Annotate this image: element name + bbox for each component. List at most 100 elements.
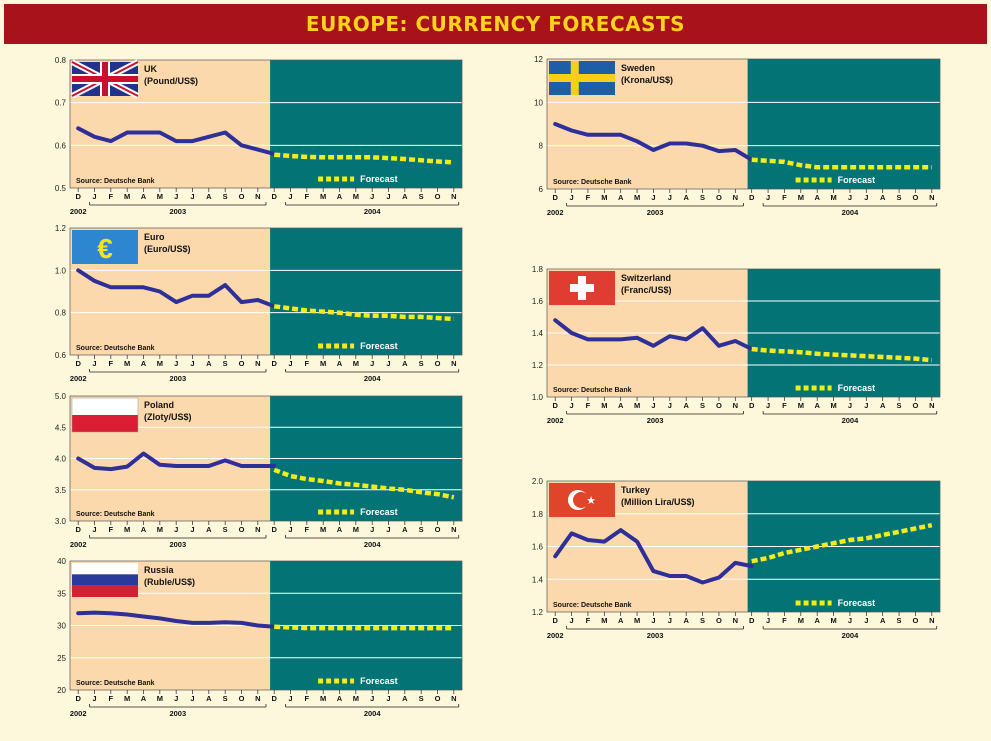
month-label: A <box>337 525 343 534</box>
country-label: Euro <box>144 232 165 242</box>
chart-switzerland: 1.8 1.6 1.4 1.2 1.0 Switzerland (Franc/US$) Sou… <box>532 265 941 425</box>
forecast-line <box>273 467 455 500</box>
y-tick-label: 10 <box>534 98 543 107</box>
month-label: M <box>830 401 836 410</box>
month-label: F <box>109 525 114 534</box>
y-tick-label: 1.2 <box>532 608 544 617</box>
y-tick-label: 40 <box>57 557 66 566</box>
month-label: S <box>223 192 228 201</box>
month-label: A <box>880 193 886 202</box>
y-tick-label: 0.6 <box>55 351 67 360</box>
month-label: J <box>92 694 96 703</box>
y-tick-label: 25 <box>57 654 66 663</box>
month-label: D <box>271 525 277 534</box>
unit-label: (Euro/US$) <box>144 244 191 254</box>
year-label: 2003 <box>169 374 186 383</box>
month-label: O <box>435 192 441 201</box>
month-label: J <box>386 192 390 201</box>
chart-russia: 40 35 30 25 20 Russia (Ruble/US$) Source: Deuts… <box>57 557 463 718</box>
month-label: M <box>601 401 607 410</box>
month-label: F <box>109 192 114 201</box>
history-line <box>76 126 277 156</box>
forecast-legend-label: Forecast <box>360 341 398 351</box>
y-tick-label: 4.5 <box>55 423 67 432</box>
month-label: A <box>402 525 408 534</box>
plot-frame <box>69 227 463 356</box>
month-label: N <box>451 359 456 368</box>
month-label: S <box>419 694 424 703</box>
source-label: Source: Deutsche Bank <box>76 178 155 185</box>
month-label: J <box>864 401 868 410</box>
month-label: A <box>683 193 689 202</box>
unit-label: (Million Lira/US$) <box>621 497 695 507</box>
month-label: M <box>124 359 130 368</box>
month-label: M <box>798 193 804 202</box>
forecast-panel <box>270 60 462 188</box>
month-label: S <box>223 525 228 534</box>
month-label: A <box>141 359 147 368</box>
month-label: A <box>814 193 820 202</box>
month-label: M <box>320 694 326 703</box>
y-tick-label: 0.6 <box>55 141 67 150</box>
month-label: J <box>848 616 852 625</box>
month-label: D <box>75 694 81 703</box>
country-label: Sweden <box>621 63 655 73</box>
month-label: J <box>386 359 390 368</box>
forecast-panel <box>270 228 462 355</box>
plot-frame <box>546 268 941 398</box>
y-tick-label: 2.0 <box>532 477 544 486</box>
month-label: J <box>848 401 852 410</box>
y-tick-label: 6 <box>539 185 544 194</box>
month-label: A <box>683 401 689 410</box>
country-label: Poland <box>144 400 174 410</box>
month-label: J <box>651 193 655 202</box>
month-label: S <box>223 359 228 368</box>
month-label: N <box>451 525 456 534</box>
month-label: S <box>700 193 705 202</box>
y-tick-label: 1.2 <box>532 361 544 370</box>
year-label: 2002 <box>70 207 87 216</box>
month-label: D <box>75 192 81 201</box>
month-label: D <box>271 359 277 368</box>
month-label: M <box>830 616 836 625</box>
unit-label: (Franc/US$) <box>621 285 672 295</box>
forecast-legend-label: Forecast <box>838 598 876 608</box>
history-line <box>553 318 754 351</box>
month-label: M <box>601 616 607 625</box>
month-label: N <box>255 525 260 534</box>
month-label: A <box>618 401 624 410</box>
month-label: J <box>190 525 194 534</box>
month-label: J <box>864 616 868 625</box>
forecast-line <box>751 522 933 564</box>
chart-sweden: 12 10 8 6 Sweden (Krona/US$) Source: Deutsche … <box>534 55 941 217</box>
unit-label: (Krona/US$) <box>621 75 673 85</box>
month-label: J <box>370 694 374 703</box>
month-label: O <box>239 192 245 201</box>
unit-label: (Pound/US$) <box>144 76 198 86</box>
unit-label: (Zloty/US$) <box>144 412 192 422</box>
month-label: O <box>716 616 722 625</box>
month-label: J <box>766 193 770 202</box>
title-banner: EUROPE: CURRENCY FORECASTS <box>4 4 987 44</box>
month-label: J <box>92 359 96 368</box>
year-label: 2004 <box>842 416 860 425</box>
month-label: M <box>353 694 359 703</box>
chart-turkey: 2.0 1.8 1.6 1.4 1.2 ★ Turkey (Million Lira/US$)… <box>532 477 941 640</box>
month-label: M <box>798 616 804 625</box>
y-tick-label: 35 <box>57 589 66 598</box>
month-label: F <box>305 694 310 703</box>
month-label: J <box>668 193 672 202</box>
month-label: A <box>402 359 408 368</box>
month-label: M <box>634 401 640 410</box>
y-tick-label: 1.6 <box>532 297 544 306</box>
month-label: J <box>386 694 390 703</box>
month-label: F <box>305 192 310 201</box>
month-label: M <box>601 193 607 202</box>
page-title: EUROPE: CURRENCY FORECASTS <box>305 12 686 36</box>
month-label: J <box>766 401 770 410</box>
month-label: A <box>206 359 212 368</box>
month-label: D <box>75 359 81 368</box>
y-tick-label: 1.8 <box>532 510 544 519</box>
year-label: 2003 <box>169 207 186 216</box>
year-label: 2003 <box>647 631 664 640</box>
